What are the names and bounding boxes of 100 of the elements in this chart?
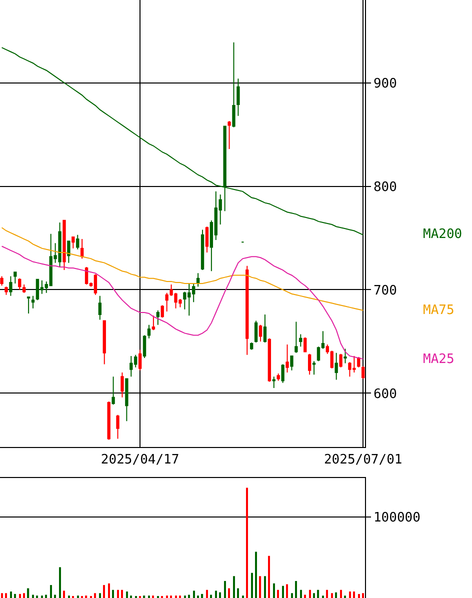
y-tick-label: 900 bbox=[373, 76, 397, 92]
y-tick-label: 100000 bbox=[373, 510, 420, 526]
bar bbox=[313, 593, 315, 598]
bar bbox=[210, 594, 212, 598]
bar bbox=[14, 594, 16, 598]
candlestick bbox=[120, 372, 124, 398]
bar bbox=[99, 593, 101, 598]
bar bbox=[268, 556, 270, 598]
candlestick bbox=[286, 344, 289, 373]
bar bbox=[108, 583, 110, 598]
candlestick bbox=[290, 355, 294, 371]
candlestick bbox=[160, 304, 164, 318]
bar bbox=[340, 590, 342, 598]
candlestick bbox=[147, 324, 151, 339]
bar bbox=[103, 585, 105, 598]
bar bbox=[362, 593, 364, 598]
candlestick bbox=[18, 278, 22, 290]
text: MA75 bbox=[423, 303, 454, 318]
candlestick bbox=[308, 353, 312, 376]
candlestick bbox=[14, 272, 17, 284]
bar bbox=[32, 594, 34, 598]
bar bbox=[335, 592, 337, 598]
bar bbox=[112, 590, 114, 598]
bar bbox=[264, 576, 266, 598]
bar bbox=[255, 552, 257, 598]
candlestick bbox=[130, 355, 133, 378]
bar bbox=[1, 593, 3, 598]
candlestick bbox=[152, 315, 156, 331]
bar bbox=[59, 567, 61, 598]
candlestick bbox=[72, 236, 75, 249]
candlestick bbox=[254, 320, 258, 343]
candlestick bbox=[258, 324, 262, 342]
bar bbox=[219, 592, 221, 598]
text: MA25 bbox=[423, 352, 454, 367]
bar bbox=[27, 588, 30, 598]
bar bbox=[358, 594, 360, 598]
bar bbox=[94, 593, 96, 598]
candlestick bbox=[272, 376, 276, 389]
y-tick-label: 800 bbox=[373, 180, 397, 195]
candlestick bbox=[205, 226, 209, 253]
bar bbox=[353, 592, 355, 598]
text: MA200 bbox=[423, 227, 462, 242]
bar bbox=[282, 586, 284, 598]
candlestick bbox=[62, 220, 66, 271]
bar bbox=[19, 594, 21, 598]
bar bbox=[277, 590, 279, 598]
candlestick bbox=[80, 238, 84, 260]
bar bbox=[5, 593, 7, 598]
candlestick bbox=[76, 234, 80, 250]
bar bbox=[126, 592, 128, 598]
bar bbox=[246, 488, 248, 598]
bar bbox=[291, 593, 293, 598]
candlestick bbox=[339, 353, 342, 368]
candlestick bbox=[200, 229, 204, 271]
candlestick bbox=[250, 342, 254, 350]
candlestick bbox=[138, 349, 142, 371]
bar bbox=[54, 594, 56, 598]
bar bbox=[23, 593, 25, 598]
candlestick bbox=[263, 314, 267, 343]
bar bbox=[224, 580, 226, 598]
bar bbox=[193, 590, 195, 598]
candlestick bbox=[94, 274, 98, 296]
candlestick bbox=[334, 352, 338, 380]
candlestick bbox=[36, 278, 40, 301]
candlestick bbox=[102, 320, 106, 365]
candlestick bbox=[344, 348, 347, 364]
bar bbox=[286, 584, 288, 598]
bar bbox=[326, 590, 328, 598]
candlestick bbox=[294, 321, 298, 354]
bar bbox=[206, 590, 208, 598]
x-tick-label: 2025/04/17 bbox=[100, 452, 180, 468]
y-tick-label: 700 bbox=[373, 283, 397, 298]
bar bbox=[259, 576, 262, 598]
bar bbox=[300, 590, 302, 598]
bar bbox=[317, 590, 320, 598]
candlestick bbox=[281, 364, 284, 384]
bar bbox=[10, 592, 12, 598]
x-tick-label: 2025/07/01 bbox=[324, 452, 402, 468]
candlestick bbox=[0, 276, 4, 286]
candlestick bbox=[142, 334, 146, 359]
bar bbox=[201, 594, 204, 598]
candlestick bbox=[304, 336, 307, 352]
candlestick bbox=[362, 366, 365, 380]
bar bbox=[304, 594, 306, 598]
candlestick bbox=[299, 334, 302, 348]
bar bbox=[295, 580, 297, 598]
candlestick bbox=[26, 296, 30, 314]
bar bbox=[228, 588, 230, 598]
candlestick bbox=[223, 126, 226, 212]
bar bbox=[50, 585, 52, 598]
bar bbox=[121, 590, 123, 598]
candlestick bbox=[232, 42, 236, 128]
bar bbox=[349, 592, 351, 598]
candlestick bbox=[196, 272, 200, 288]
candlestick bbox=[112, 376, 115, 406]
bar bbox=[63, 590, 65, 598]
bar bbox=[233, 576, 235, 598]
bar bbox=[117, 590, 119, 598]
candlestick bbox=[31, 295, 35, 309]
bar bbox=[215, 590, 217, 598]
